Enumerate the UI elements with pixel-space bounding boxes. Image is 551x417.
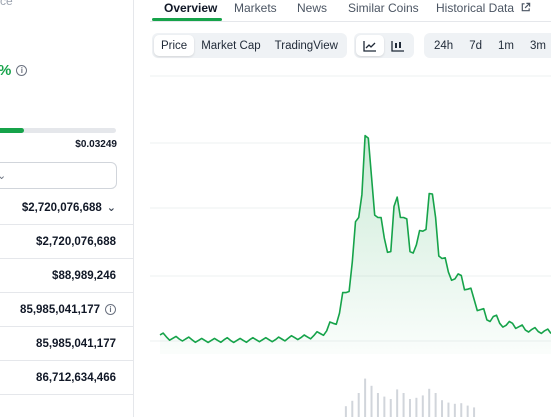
stat-row: $2,720,076,688 ⌄: [0, 191, 134, 225]
price-line: [159, 134, 551, 344]
volume-bar: [447, 402, 450, 417]
volume-bar: [421, 395, 424, 417]
stat-value: $2,720,076,688: [36, 235, 116, 248]
price-change-percent: %: [0, 62, 11, 79]
volume-bar: [357, 393, 360, 417]
tab-historical-data-label: Historical Data: [436, 1, 515, 15]
volume-bar: [441, 400, 444, 417]
market-cap-mode-button[interactable]: Market Cap: [201, 39, 261, 52]
candlestick-chart-button[interactable]: [384, 35, 412, 56]
tradingview-mode-button[interactable]: TradingView: [274, 39, 338, 52]
line-chart-icon: [363, 40, 376, 52]
volume-bar: [434, 393, 437, 417]
price-label-cut: ce: [0, 0, 13, 8]
coin-stats-panel: ce % i $0.03249 ⌄ $2,720,076,688⌄$2,720,…: [0, 0, 134, 417]
volume-bar: [383, 396, 386, 417]
price-range-bar: [0, 128, 116, 133]
volume-bar: [453, 403, 456, 417]
tab-markets[interactable]: Markets: [234, 1, 277, 15]
volume-bar: [415, 397, 418, 417]
volume-bar: [370, 385, 373, 417]
stat-value: 86,712,634,466: [36, 371, 116, 384]
tab-similar-coins[interactable]: Similar Coins: [348, 1, 419, 15]
line-chart-button[interactable]: [356, 35, 384, 56]
volume-bar: [364, 378, 367, 417]
chevron-down-icon: ⌄: [0, 170, 7, 182]
range-3m-button[interactable]: 3m: [529, 39, 546, 52]
info-icon[interactable]: i: [16, 65, 28, 76]
price-change-row: % i: [0, 62, 28, 79]
range-24h-button[interactable]: 24h: [434, 39, 454, 52]
tab-news[interactable]: News: [297, 1, 328, 15]
volume-bar: [460, 403, 463, 417]
volume-bar: [389, 399, 392, 417]
volume-bar: [473, 407, 476, 417]
price-chart-svg: [150, 75, 551, 417]
volume-bar: [344, 406, 347, 417]
stat-value: $2,720,076,688: [21, 201, 102, 214]
chevron-down-icon[interactable]: ⌄: [106, 202, 116, 214]
volume-bar: [466, 405, 469, 417]
volume-bar: [351, 400, 354, 417]
price-mode-button[interactable]: Price: [154, 35, 195, 56]
price-range-high: $0.03249: [75, 139, 117, 150]
stat-row: 86,712,634,466: [0, 361, 134, 395]
volume-bar: [402, 393, 405, 417]
active-tab-indicator: [152, 18, 222, 21]
price-range-bar-fill: [0, 128, 25, 133]
range-7d-button[interactable]: 7d: [469, 39, 482, 52]
stat-value: $88,989,246: [52, 269, 116, 282]
tab-overview[interactable]: Overview: [164, 1, 218, 15]
stat-row: $88,989,246: [0, 259, 134, 293]
stat-value: 85,985,041,177: [20, 303, 100, 316]
candlestick-chart-icon: [391, 40, 404, 52]
time-range-switcher: 24h 7d 1m 3m: [424, 33, 551, 58]
tab-historical-data[interactable]: Historical Data: [436, 1, 531, 15]
price-area: [160, 135, 551, 354]
stat-value: 85,985,041,177: [36, 337, 116, 350]
chart-type-switcher: [354, 33, 414, 58]
info-icon[interactable]: i: [105, 304, 116, 315]
range-1m-button[interactable]: 1m: [497, 39, 514, 52]
volume-bar: [428, 388, 431, 417]
chart-mode-switcher: Price Market Cap TradingView: [152, 33, 347, 58]
range-selector-dropdown[interactable]: ⌄: [0, 162, 117, 189]
stat-row: 85,985,041,177: [0, 327, 134, 361]
price-chart[interactable]: [150, 72, 551, 417]
stat-row: $2,720,076,688: [0, 225, 134, 259]
external-link-icon: [522, 2, 531, 12]
volume-bar: [396, 389, 399, 417]
volume-bar: [376, 393, 379, 417]
volume-bar: [408, 399, 411, 417]
stat-row: 85,985,041,177 i: [0, 293, 134, 327]
coin-tabs: Overview Markets News Similar Coins Hist…: [150, 0, 551, 22]
